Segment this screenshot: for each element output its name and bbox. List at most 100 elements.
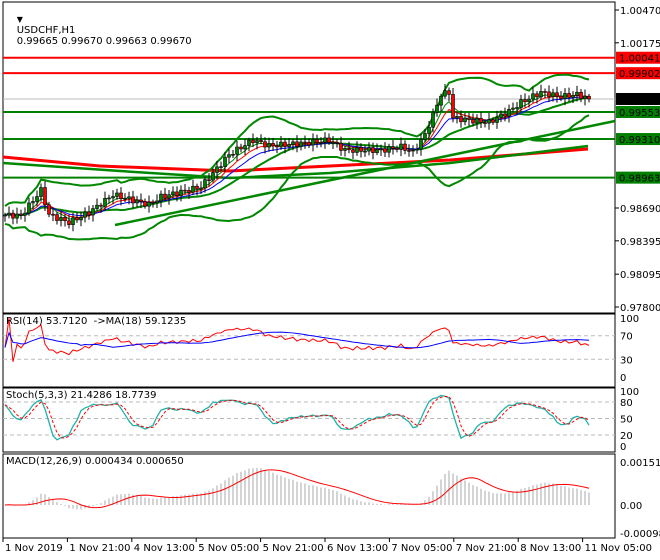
candle <box>119 192 123 200</box>
candle <box>535 93 539 98</box>
candle <box>31 201 35 204</box>
bollinger-lower <box>4 114 590 241</box>
candle <box>239 146 243 150</box>
candle <box>579 91 583 100</box>
candle <box>11 212 15 219</box>
candle <box>339 142 343 151</box>
time-tick-label: 6 Nov 13:00 <box>327 543 388 554</box>
candle <box>331 142 335 144</box>
candle <box>567 93 571 98</box>
candle <box>291 141 295 145</box>
level-price-label: 0.99310 <box>619 135 660 146</box>
candle <box>179 189 183 196</box>
candle <box>59 217 63 221</box>
chart-header: ▼ USDCHF,H1 0.99665 0.99670 0.99663 0.99… <box>4 3 192 58</box>
time-tick-label: 5 Nov 21:00 <box>263 543 324 554</box>
level-price-label: 0.99902 <box>619 69 660 80</box>
candle <box>7 212 11 216</box>
candle <box>199 187 203 190</box>
candle <box>443 90 447 97</box>
candle <box>359 147 363 152</box>
candle <box>387 146 391 153</box>
candle <box>511 107 515 110</box>
macd-tick-label: -0.000986 <box>620 529 660 540</box>
time-tick-label: 11 Nov 05:00 <box>585 543 652 554</box>
level-price-tag <box>616 51 660 64</box>
candle <box>563 93 567 99</box>
candle <box>295 141 299 147</box>
candle <box>523 99 527 103</box>
candle <box>495 117 499 123</box>
level-price-tag <box>616 106 660 119</box>
candle <box>583 95 587 100</box>
candle <box>471 119 475 124</box>
macd-tick-label: 0.00 <box>620 501 642 512</box>
time-tick-label: 8 Nov 13:00 <box>520 543 581 554</box>
candle <box>155 200 159 204</box>
candle <box>403 143 407 151</box>
stoch-tick-label: 100 <box>620 387 639 398</box>
long-ma-red <box>2 147 589 173</box>
candle <box>55 214 59 221</box>
candle <box>455 116 459 119</box>
candle <box>211 172 215 181</box>
macd-signal-line <box>4 469 590 509</box>
candle <box>283 141 287 147</box>
level-price-tag <box>616 133 660 146</box>
candle <box>315 139 319 143</box>
symbol-label: USDCHF,H1 <box>16 25 76 36</box>
candle <box>483 122 487 124</box>
stoch-tick-label: 80 <box>620 398 633 409</box>
panel-frame-1 <box>2 313 616 388</box>
candle <box>67 220 71 225</box>
candle <box>451 94 455 119</box>
candle <box>51 213 55 216</box>
candle <box>243 145 247 150</box>
candle <box>571 95 575 98</box>
ohlc-readout: 0.99665 0.99670 0.99663 0.99670 <box>16 36 192 47</box>
candle <box>175 191 179 196</box>
candle <box>127 196 131 199</box>
candle <box>63 217 67 222</box>
candle <box>319 142 323 144</box>
candle <box>559 95 563 99</box>
candle <box>375 149 379 153</box>
candle <box>83 211 87 218</box>
time-tick-label: 4 Nov 13:00 <box>134 543 195 554</box>
candle <box>131 196 135 204</box>
candle <box>363 150 367 153</box>
candle <box>575 91 579 96</box>
candle <box>491 119 495 123</box>
dropdown-triangle-icon[interactable]: ▼ <box>16 15 23 24</box>
candle <box>271 143 275 147</box>
candle <box>515 107 519 109</box>
candle <box>147 201 151 207</box>
candle <box>479 118 483 123</box>
current-price-tag <box>616 92 660 105</box>
candle <box>427 126 431 134</box>
candle <box>347 148 351 151</box>
level-price-tag <box>616 67 660 80</box>
candle <box>527 98 531 103</box>
candle <box>447 90 451 95</box>
candle <box>35 196 39 202</box>
macd-tick-label: 0.001515 <box>620 458 660 469</box>
stoch-signal-line <box>4 395 590 439</box>
price-tick-label: 0.98095 <box>620 270 660 281</box>
candle <box>71 217 75 225</box>
candle <box>3 214 7 217</box>
candle <box>351 149 355 153</box>
candle <box>383 148 387 153</box>
level-price-label: 0.99553 <box>619 108 660 119</box>
candle <box>411 149 415 152</box>
candle <box>415 148 419 151</box>
candle <box>399 143 403 150</box>
time-tick-label: 1 Nov 21:00 <box>69 543 130 554</box>
level-price-tag <box>616 171 660 184</box>
current-price-label: 0.99670 <box>619 95 660 106</box>
rsi-tick-label: 0 <box>620 373 626 384</box>
candle <box>379 148 383 150</box>
macd-title: MACD(12,26,9) 0.000434 0.000650 <box>6 456 184 467</box>
